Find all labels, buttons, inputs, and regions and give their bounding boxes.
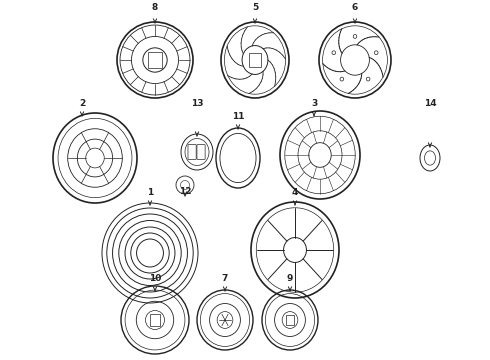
Bar <box>150 314 160 326</box>
Text: 11: 11 <box>232 112 244 121</box>
Text: 1: 1 <box>147 188 153 197</box>
Text: 9: 9 <box>287 274 293 283</box>
Text: 5: 5 <box>252 3 258 12</box>
Text: 3: 3 <box>311 99 317 108</box>
Text: 2: 2 <box>79 99 85 108</box>
Text: 10: 10 <box>149 274 161 283</box>
Text: 13: 13 <box>191 99 203 108</box>
Text: 4: 4 <box>292 188 298 197</box>
Text: 6: 6 <box>352 3 358 12</box>
Bar <box>249 53 261 67</box>
Text: 12: 12 <box>179 187 191 196</box>
Text: 14: 14 <box>424 99 436 108</box>
Text: 8: 8 <box>152 3 158 12</box>
Text: 7: 7 <box>222 274 228 283</box>
Bar <box>286 315 294 325</box>
Bar <box>148 51 162 68</box>
